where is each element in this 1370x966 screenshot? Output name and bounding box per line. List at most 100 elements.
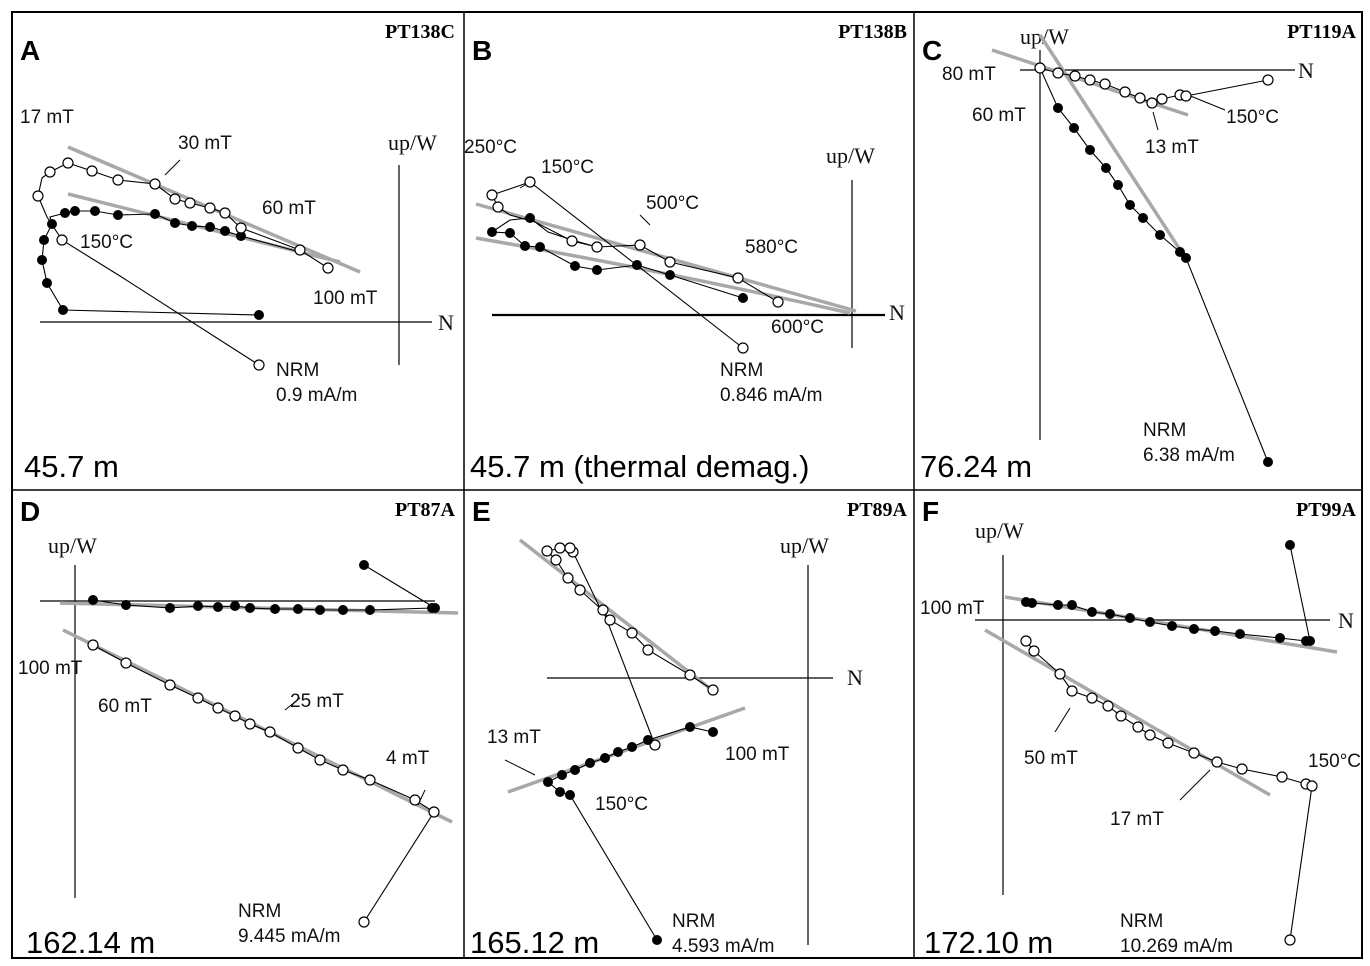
sample-id: PT99A <box>1296 499 1357 521</box>
nrm-label: NRM <box>720 360 763 381</box>
closed-markers <box>1053 103 1273 467</box>
sample-id: PT89A <box>847 499 908 521</box>
step-label: 100 mT <box>18 658 83 679</box>
nrm-label: NRM <box>238 901 281 922</box>
open-markers <box>87 639 440 928</box>
step-label: 250°C <box>464 137 517 158</box>
depth-label: 45.7 m <box>24 449 119 484</box>
leader-line <box>504 759 536 776</box>
nrm-label: NRM <box>1120 911 1163 932</box>
closed-series <box>490 217 744 299</box>
nrm-value: 4.593 mA/m <box>672 936 774 957</box>
axis-label-up-w: up/W <box>48 533 97 558</box>
leader-line <box>284 697 301 711</box>
step-label: 50 mT <box>1024 748 1078 769</box>
step-label: 150°C <box>80 232 133 253</box>
step-label: 60 mT <box>972 105 1026 126</box>
step-label: 150°C <box>541 157 594 178</box>
step-label: 100 mT <box>725 744 790 765</box>
nrm-label: NRM <box>1143 420 1186 441</box>
step-label: 580°C <box>745 237 798 258</box>
open-series <box>491 181 779 349</box>
nrm-value: 0.846 mA/m <box>720 385 822 406</box>
sample-id: PT138B <box>838 21 907 43</box>
panel-e: E PT89A N up/W 13 mT 100 mT 150°C NRM 4.… <box>470 496 908 960</box>
axis-label-n: N <box>1338 608 1354 633</box>
step-label: 17 mT <box>1110 809 1164 830</box>
leader-line <box>1054 707 1071 733</box>
leader-line <box>1187 94 1226 111</box>
panel-letter: E <box>472 496 491 527</box>
panel-letter: F <box>922 496 939 527</box>
panel-a: A PT138C N up/W 17 mT 30 mT 6 <box>20 21 455 484</box>
open-series <box>37 162 329 366</box>
fit-line <box>984 628 1271 797</box>
leader-line <box>164 159 181 176</box>
closed-markers <box>1021 540 1315 646</box>
open-series <box>1025 640 1313 941</box>
leader-line <box>1152 111 1159 131</box>
open-markers <box>32 157 334 371</box>
axis-label-up-w: up/W <box>388 130 437 155</box>
step-label: 60 mT <box>262 198 316 219</box>
closed-series <box>41 210 301 316</box>
step-label: 150°C <box>1226 107 1279 128</box>
axis-label-n: N <box>438 310 454 335</box>
depth-label: 165.12 m <box>470 925 599 960</box>
panel-letter: B <box>472 35 492 66</box>
open-markers <box>1034 62 1274 109</box>
nrm-label: NRM <box>276 360 319 381</box>
axis-label-n: N <box>889 300 905 325</box>
panel-d: D PT87A up/W 100 mT 60 mT 25 mT 4 mT <box>18 496 459 960</box>
step-label: 150°C <box>1308 751 1361 772</box>
leader-line <box>639 214 651 226</box>
panel-letter: D <box>20 496 40 527</box>
axis-label-up-w: up/W <box>780 533 829 558</box>
closed-markers <box>37 206 264 320</box>
panel-b: B PT138B N up/W 250°C 150°C 500°C 580°C … <box>464 21 907 484</box>
depth-label: 76.24 m <box>920 449 1032 484</box>
fit-line <box>507 706 746 794</box>
nrm-value: 6.38 mA/m <box>1143 445 1235 466</box>
step-label: 500°C <box>646 193 699 214</box>
open-series <box>92 644 435 923</box>
closed-markers <box>543 722 718 945</box>
step-label: 600°C <box>771 317 824 338</box>
step-label: 13 mT <box>1145 137 1199 158</box>
nrm-value: 0.9 mA/m <box>276 385 357 406</box>
depth-label: 162.14 m <box>26 925 155 960</box>
step-label: 100 mT <box>313 288 378 309</box>
leader-line <box>1179 769 1211 801</box>
step-label: 25 mT <box>290 691 344 712</box>
depth-label: 172.10 m <box>924 925 1053 960</box>
nrm-value: 10.269 mA/m <box>1120 936 1233 957</box>
axis-label-n: N <box>1298 58 1314 83</box>
step-label: 17 mT <box>20 107 74 128</box>
step-label: 80 mT <box>942 64 996 85</box>
closed-markers <box>88 560 440 615</box>
axis-label-n: N <box>847 665 863 690</box>
axis-label-up-w: up/W <box>826 143 875 168</box>
axis-label-up-w: up/W <box>975 518 1024 543</box>
step-label: 60 mT <box>98 696 152 717</box>
step-label: 13 mT <box>487 727 541 748</box>
fit-line <box>62 628 453 824</box>
depth-label: 45.7 m (thermal demag.) <box>470 449 809 484</box>
panel-c: C PT119A N up/W 80 mT 60 mT 13 mT 150°C … <box>920 21 1357 484</box>
sample-id: PT138C <box>385 21 455 43</box>
step-label: 30 mT <box>178 133 232 154</box>
closed-series <box>1025 544 1311 642</box>
step-label: 4 mT <box>386 748 430 769</box>
open-markers <box>486 176 784 354</box>
closed-series <box>92 564 437 611</box>
step-label: 100 mT <box>920 598 985 619</box>
panel-letter: A <box>20 35 40 66</box>
closed-markers <box>487 213 748 303</box>
nrm-value: 9.445 mA/m <box>238 926 340 947</box>
panel-f: F PT99A N up/W 100 mT 50 mT 17 m <box>920 496 1361 960</box>
axis-label-up-w: up/W <box>1020 24 1069 49</box>
sample-id: PT119A <box>1287 21 1356 43</box>
panel-letter: C <box>922 35 942 66</box>
open-markers <box>1020 635 1318 946</box>
